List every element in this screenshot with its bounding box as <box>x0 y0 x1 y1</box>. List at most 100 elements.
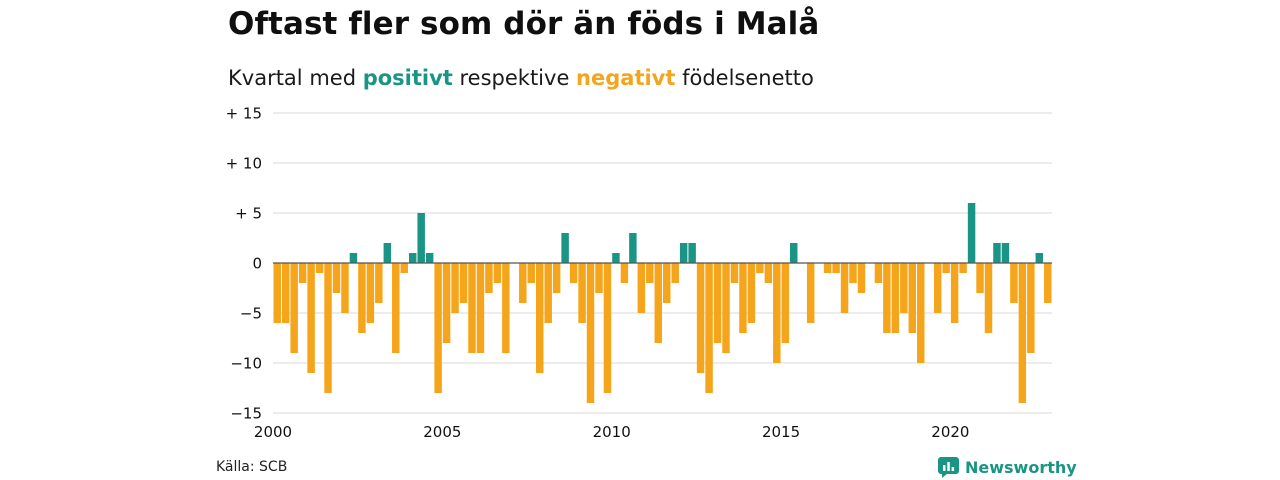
bar <box>688 243 696 263</box>
bar <box>552 263 561 293</box>
bar <box>595 263 603 293</box>
bar <box>806 263 815 323</box>
bar <box>425 253 434 263</box>
bar <box>290 263 298 353</box>
bar <box>307 263 315 373</box>
bar <box>603 263 612 393</box>
subtitle-post: födelsenetto <box>675 66 814 90</box>
bar <box>773 263 781 363</box>
y-tick-label: −5 <box>240 305 262 323</box>
bar <box>857 263 866 293</box>
y-tick-label: + 15 <box>226 105 262 123</box>
bar <box>781 263 790 343</box>
bar <box>1010 263 1018 303</box>
brand-name: Newsworthy <box>965 457 1077 477</box>
bar <box>1035 253 1044 263</box>
bar <box>561 233 569 263</box>
bar <box>578 263 586 323</box>
bar <box>586 263 595 403</box>
bar <box>1001 243 1010 263</box>
bar <box>527 263 535 283</box>
subtitle-pre: Kvartal med <box>228 66 363 90</box>
bar <box>298 263 307 283</box>
bar <box>739 263 747 333</box>
y-tick-label: −10 <box>230 355 262 373</box>
bar <box>332 263 341 293</box>
x-tick-label: 2015 <box>762 423 800 441</box>
bar <box>908 263 917 333</box>
bar <box>891 263 900 333</box>
bar <box>696 263 705 373</box>
bar <box>730 263 739 283</box>
bar <box>993 243 1001 263</box>
bar <box>679 243 688 263</box>
bar <box>358 263 366 333</box>
bar <box>485 263 493 293</box>
bar <box>535 263 544 373</box>
chart-subtitle: Kvartal med positivt respektive negativt… <box>228 66 814 90</box>
bar <box>434 263 442 393</box>
bar <box>273 263 281 323</box>
x-axis-labels: 2000 2005 2010 2015 2020 <box>254 423 970 441</box>
y-tick-label: 0 <box>252 255 262 273</box>
bar <box>637 263 646 313</box>
bar <box>663 263 671 303</box>
y-tick-label: + 10 <box>226 155 262 173</box>
bars <box>273 203 1052 403</box>
bar <box>392 263 400 353</box>
subtitle-negative-label: negativt <box>576 66 676 90</box>
bar <box>646 263 654 283</box>
bar <box>459 263 468 303</box>
y-tick-label: −15 <box>230 405 262 423</box>
bar <box>349 253 358 263</box>
bar <box>917 263 925 363</box>
bar <box>476 263 485 353</box>
bar <box>900 263 908 313</box>
bar <box>519 263 527 303</box>
bar <box>502 263 510 353</box>
bar <box>493 263 502 283</box>
bar <box>315 263 324 273</box>
bar <box>984 263 993 333</box>
source-note: Källa: SCB <box>216 459 288 475</box>
bar <box>417 213 425 263</box>
bar <box>976 263 984 293</box>
bar <box>874 263 883 283</box>
bar <box>883 263 891 333</box>
bar <box>959 263 967 273</box>
y-tick-label: + 5 <box>235 205 262 223</box>
bar <box>933 263 942 313</box>
bar <box>442 263 451 343</box>
bar <box>950 263 959 323</box>
bar <box>747 263 756 323</box>
bar <box>713 263 722 343</box>
subtitle-mid: respektive <box>452 66 577 90</box>
bar <box>569 263 578 283</box>
bar <box>612 253 620 263</box>
chart-title: Oftast fler som dör än föds i Malå <box>228 6 820 42</box>
bar <box>790 243 798 263</box>
bar <box>1044 263 1052 303</box>
bar <box>408 253 417 263</box>
brand-logo[interactable]: Newsworthy <box>938 456 1077 478</box>
x-tick-label: 2010 <box>593 423 631 441</box>
bar <box>451 263 459 313</box>
bar <box>1018 263 1027 403</box>
bar <box>832 263 840 273</box>
subtitle-positive-label: positivt <box>362 66 453 90</box>
x-tick-label: 2000 <box>254 423 292 441</box>
bar <box>942 263 950 273</box>
bar <box>620 263 629 283</box>
bar <box>375 263 383 303</box>
bar <box>1027 263 1035 353</box>
bar <box>849 263 857 283</box>
x-tick-label: 2020 <box>931 423 969 441</box>
bar <box>366 263 375 323</box>
x-tick-label: 2005 <box>423 423 461 441</box>
bar <box>468 263 476 353</box>
bar <box>324 263 332 393</box>
bar <box>823 263 832 273</box>
bar <box>629 233 637 263</box>
bar <box>764 263 773 283</box>
